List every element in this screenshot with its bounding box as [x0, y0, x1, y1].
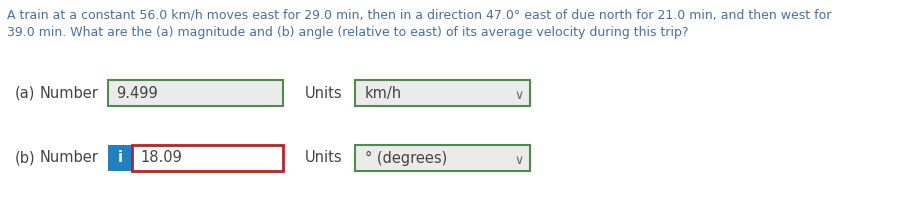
Text: Number: Number	[40, 86, 99, 101]
Text: A train at a constant 56.0 km/h moves east for 29.0 min, then in a direction 47.: A train at a constant 56.0 km/h moves ea…	[7, 8, 832, 21]
Text: 39.0 min. What are the (a) magnitude and (b) angle (relative to east) of its ave: 39.0 min. What are the (a) magnitude and…	[7, 26, 688, 39]
Text: ° (degrees): ° (degrees)	[365, 150, 447, 165]
FancyBboxPatch shape	[355, 80, 530, 106]
Text: Number: Number	[40, 150, 99, 165]
Text: ∨: ∨	[514, 89, 523, 101]
FancyBboxPatch shape	[108, 145, 132, 171]
Text: i: i	[118, 150, 122, 165]
Text: (b): (b)	[15, 150, 36, 165]
Text: (a): (a)	[15, 86, 36, 101]
Text: 9.499: 9.499	[116, 86, 158, 101]
FancyBboxPatch shape	[132, 145, 283, 171]
Text: ∨: ∨	[514, 153, 523, 166]
Text: Units: Units	[305, 150, 342, 165]
FancyBboxPatch shape	[108, 80, 283, 106]
Text: km/h: km/h	[365, 86, 402, 101]
FancyBboxPatch shape	[355, 145, 530, 171]
Text: Units: Units	[305, 86, 342, 101]
Text: 18.09: 18.09	[140, 150, 182, 165]
